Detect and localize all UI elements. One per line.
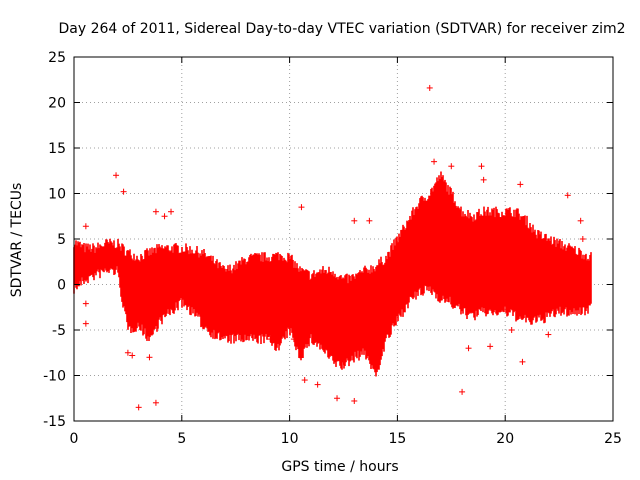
x-tick-label: 5	[177, 431, 186, 447]
outlier-point	[351, 217, 358, 224]
outlier-point	[82, 320, 89, 327]
outlier-point	[113, 172, 120, 179]
x-tick-label: 20	[496, 431, 514, 447]
outlier-point	[459, 388, 466, 395]
y-tick-label: -10	[43, 369, 66, 385]
outlier-point	[426, 84, 433, 91]
outlier-point	[478, 163, 485, 170]
outlier-point	[120, 188, 127, 195]
outlier-point	[334, 395, 341, 402]
outlier-point	[267, 336, 274, 343]
outlier-point	[448, 163, 455, 170]
outlier-point	[465, 345, 472, 352]
outlier-point	[82, 300, 89, 307]
outlier-point	[301, 377, 308, 384]
axis-ticks: 0 5 10 15 20 25 -15 -10 -5 0 5 10 15 20 25	[43, 50, 622, 447]
x-tick-label: 25	[604, 431, 622, 447]
outlier-point	[519, 358, 526, 365]
outlier-point	[480, 176, 487, 183]
outlier-point	[314, 381, 321, 388]
outlier-point	[577, 217, 584, 224]
x-tick-label: 15	[388, 431, 406, 447]
outlier-point	[351, 397, 358, 404]
y-tick-label: -15	[43, 414, 66, 430]
x-tick-label: 0	[70, 431, 79, 447]
outlier-point	[508, 327, 515, 333]
outlier-point	[135, 404, 142, 411]
outlier-point	[579, 236, 586, 242]
y-tick-label: -5	[52, 323, 66, 339]
outlier-point	[487, 343, 494, 350]
outlier-point	[298, 204, 305, 211]
outlier-point	[517, 181, 524, 188]
y-axis-label: SDTVAR / TECUs	[9, 183, 25, 298]
outlier-point	[152, 208, 159, 215]
outlier-point	[564, 192, 571, 199]
y-tick-label: 15	[48, 141, 66, 157]
y-tick-label: 25	[48, 50, 66, 66]
x-tick-label: 10	[281, 431, 299, 447]
x-axis-label: GPS time / hours	[281, 459, 398, 475]
outlier-point	[340, 358, 347, 365]
y-tick-label: 20	[48, 96, 66, 112]
data-points	[73, 84, 592, 411]
grid-lines	[74, 57, 613, 421]
outlier-point	[152, 399, 159, 406]
y-tick-label: 5	[57, 232, 66, 248]
outlier-point	[129, 352, 136, 359]
y-tick-label: 10	[48, 187, 66, 203]
y-tick-label: 0	[57, 278, 66, 294]
outlier-point	[290, 336, 297, 343]
outlier-point	[168, 208, 175, 215]
outlier-point	[161, 213, 168, 220]
outlier-point	[366, 217, 373, 224]
outlier-point	[146, 354, 153, 361]
outlier-point	[431, 158, 438, 165]
chart-title: Day 264 of 2011, Sidereal Day-to-day VTE…	[59, 21, 626, 37]
outlier-point	[545, 331, 552, 338]
outlier-point	[124, 349, 131, 356]
outlier-point	[82, 223, 89, 230]
